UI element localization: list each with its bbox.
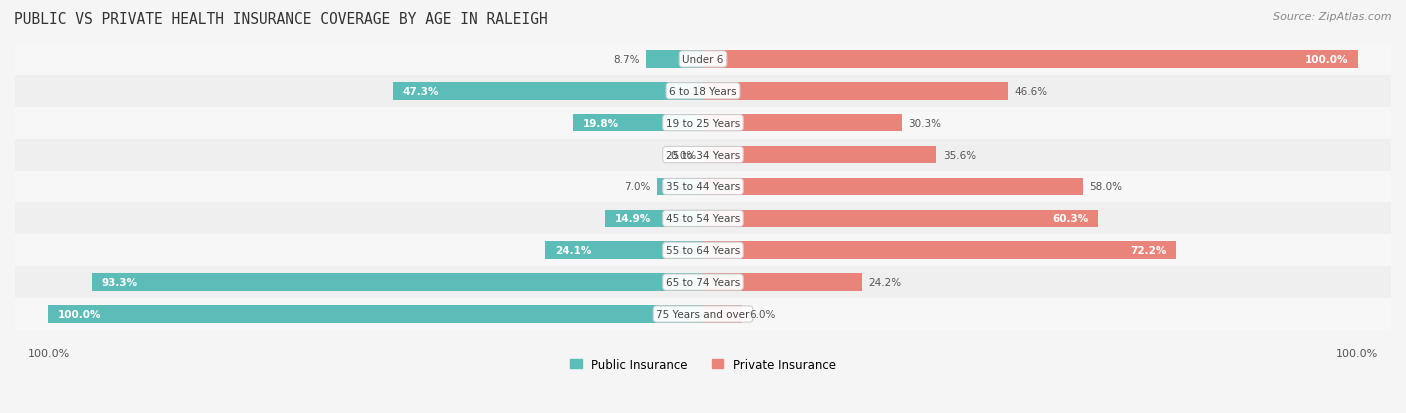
Text: 46.6%: 46.6% [1015,87,1047,97]
Text: 100.0%: 100.0% [28,348,70,358]
Text: 35.6%: 35.6% [943,150,976,160]
Bar [15,139,1391,171]
Text: 19 to 25 Years: 19 to 25 Years [666,119,740,128]
Bar [91,274,703,291]
Bar [15,44,1391,76]
Bar [703,210,1098,228]
Bar [574,115,703,132]
Text: 0.0%: 0.0% [671,150,696,160]
Legend: Public Insurance, Private Insurance: Public Insurance, Private Insurance [565,354,841,376]
Text: 8.7%: 8.7% [613,55,640,65]
Bar [15,235,1391,266]
Text: 30.3%: 30.3% [908,119,941,128]
Text: 6 to 18 Years: 6 to 18 Years [669,87,737,97]
Text: PUBLIC VS PRIVATE HEALTH INSURANCE COVERAGE BY AGE IN RALEIGH: PUBLIC VS PRIVATE HEALTH INSURANCE COVER… [14,12,548,27]
Bar [645,51,703,69]
Bar [703,306,742,323]
Bar [703,83,1008,100]
Bar [394,83,703,100]
Bar [15,171,1391,203]
Text: 100.0%: 100.0% [1305,55,1348,65]
Text: 72.2%: 72.2% [1130,246,1166,256]
Text: 25 to 34 Years: 25 to 34 Years [666,150,740,160]
Bar [703,242,1175,259]
Text: 24.1%: 24.1% [555,246,592,256]
Text: 55 to 64 Years: 55 to 64 Years [666,246,740,256]
Bar [15,107,1391,139]
Bar [15,298,1391,330]
Bar [15,266,1391,298]
Text: 19.8%: 19.8% [583,119,619,128]
Text: 6.0%: 6.0% [749,309,775,319]
Text: 58.0%: 58.0% [1090,182,1122,192]
Bar [15,76,1391,107]
Text: 100.0%: 100.0% [58,309,101,319]
Text: 35 to 44 Years: 35 to 44 Years [666,182,740,192]
Bar [15,203,1391,235]
Text: 7.0%: 7.0% [624,182,651,192]
Bar [703,274,862,291]
Text: 100.0%: 100.0% [1336,348,1378,358]
Text: 60.3%: 60.3% [1052,214,1088,224]
Bar [546,242,703,259]
Text: Source: ZipAtlas.com: Source: ZipAtlas.com [1274,12,1392,22]
Text: 14.9%: 14.9% [616,214,651,224]
Text: 93.3%: 93.3% [101,278,138,287]
Bar [703,178,1083,196]
Bar [606,210,703,228]
Text: Under 6: Under 6 [682,55,724,65]
Bar [703,51,1358,69]
Bar [657,178,703,196]
Text: 24.2%: 24.2% [868,278,901,287]
Bar [48,306,703,323]
Bar [703,147,936,164]
Text: 45 to 54 Years: 45 to 54 Years [666,214,740,224]
Bar [703,115,901,132]
Text: 47.3%: 47.3% [404,87,440,97]
Text: 75 Years and over: 75 Years and over [657,309,749,319]
Text: 65 to 74 Years: 65 to 74 Years [666,278,740,287]
